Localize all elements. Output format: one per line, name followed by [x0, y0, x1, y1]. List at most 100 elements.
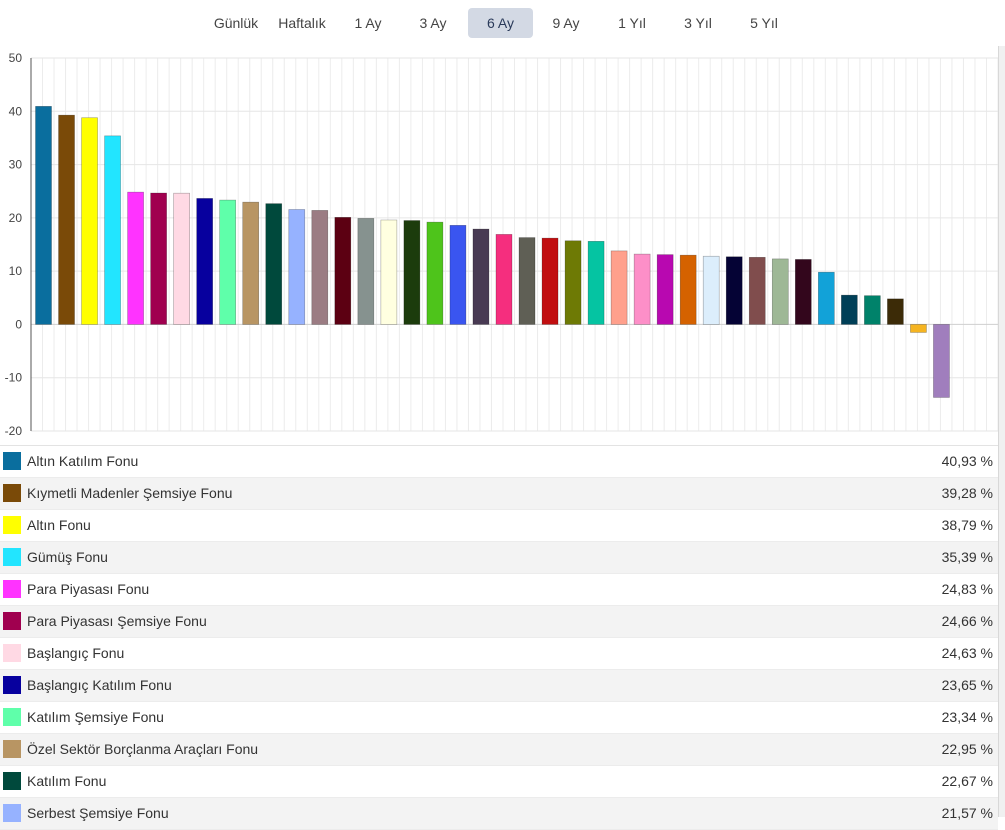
tab-1-month[interactable]: 1 Ay [354, 15, 382, 31]
tab-9-months[interactable]: 9 Ay [552, 15, 580, 31]
bar [541, 237, 559, 325]
tab-1-year[interactable]: 1 Yıl [618, 15, 646, 31]
fund-legend: Altın Katılım Fonu 40,93 % Kıymetli Maden… [0, 445, 998, 830]
legend-row[interactable]: Altın Fonu 38,79 % [0, 510, 998, 542]
legend-row[interactable]: Katılım Fonu 22,67 % [0, 766, 998, 798]
legend-row[interactable]: Para Piyasası Şemsiye Fonu 24,66 % [0, 606, 998, 638]
fund-return: 24,66 % [941, 613, 993, 629]
bar [864, 295, 881, 325]
bar [679, 254, 697, 325]
fund-return: 23,65 % [941, 677, 993, 693]
fund-name: Katılım Fonu [27, 773, 107, 789]
bar [196, 198, 213, 325]
bar [35, 106, 52, 325]
fund-return: 38,79 % [941, 517, 993, 533]
legend-row[interactable]: Başlangıç Fonu 24,63 % [0, 638, 998, 670]
legend-swatch [3, 484, 21, 502]
legend-swatch [3, 548, 21, 566]
bar [887, 298, 904, 325]
fund-return: 40,93 % [941, 453, 993, 469]
tab-5-years[interactable]: 5 Yıl [750, 15, 778, 31]
legend-row[interactable]: Katılım Şemsiye Fonu 23,34 % [0, 702, 998, 734]
bar [656, 254, 674, 325]
bar [748, 256, 766, 325]
fund-name: Serbest Şemsiye Fonu [27, 805, 169, 821]
bar [288, 209, 306, 325]
fund-return: 24,83 % [941, 581, 993, 597]
bar [910, 324, 927, 333]
tab-daily[interactable]: Günlük [213, 15, 259, 31]
bar [518, 237, 536, 325]
tab-weekly[interactable]: Haftalık [278, 15, 326, 31]
fund-return: 23,34 % [941, 709, 993, 725]
legend-row[interactable]: Serbest Şemsiye Fonu 21,57 % [0, 798, 998, 830]
bar [357, 218, 375, 325]
legend-swatch [3, 612, 21, 630]
legend-swatch [3, 740, 21, 758]
legend-row[interactable]: Para Piyasası Fonu 24,83 % [0, 574, 998, 606]
legend-swatch [3, 804, 21, 822]
bar [150, 192, 167, 325]
fund-name: Para Piyasası Şemsiye Fonu [27, 613, 207, 629]
y-tick-label: -10 [5, 371, 23, 385]
period-tabs: Günlük Haftalık 1 Ay 3 Ay 6 Ay 9 Ay 1 Yı… [0, 0, 1005, 46]
legend-swatch [3, 644, 21, 662]
fund-return: 21,57 % [941, 805, 993, 821]
bar [311, 210, 329, 325]
legend-row[interactable]: Kıymetli Madenler Şemsiye Fonu 39,28 % [0, 478, 998, 510]
legend-row[interactable]: Gümüş Fonu 35,39 % [0, 542, 998, 574]
bar [495, 234, 513, 325]
fund-name: Başlangıç Katılım Fonu [27, 677, 172, 693]
tab-6-months[interactable]: 6 Ay [468, 8, 533, 38]
bar [242, 201, 260, 325]
y-tick-label: 10 [9, 264, 23, 278]
bar [472, 228, 490, 325]
y-tick-label: 40 [9, 104, 23, 118]
bar [587, 241, 605, 325]
fund-name: Katılım Şemsiye Fonu [27, 709, 164, 725]
bar [104, 135, 121, 325]
returns-bar-chart: 50 40 30 20 10 0 -10 -20 [5, 51, 998, 438]
y-tick-label: 0 [15, 317, 22, 331]
legend-swatch [3, 516, 21, 534]
legend-row[interactable]: Başlangıç Katılım Fonu 23,65 % [0, 670, 998, 702]
bar [771, 258, 789, 325]
bar [127, 191, 144, 325]
fund-name: Gümüş Fonu [27, 549, 108, 565]
fund-name: Para Piyasası Fonu [27, 581, 150, 597]
fund-name: Altın Fonu [27, 517, 91, 533]
y-tick-label: 30 [9, 158, 23, 172]
fund-name: Özel Sektör Borçlanma Araçları Fonu [27, 741, 259, 757]
legend-swatch [3, 676, 21, 694]
bar [403, 220, 421, 325]
bar [58, 114, 75, 325]
bar [933, 324, 950, 398]
bar [794, 259, 812, 325]
tab-3-years[interactable]: 3 Yıl [684, 15, 712, 31]
legend-swatch [3, 708, 21, 726]
bar [725, 256, 743, 325]
bar [564, 240, 582, 325]
tab-3-months[interactable]: 3 Ay [419, 15, 447, 31]
bar [818, 271, 835, 325]
bar [334, 217, 352, 325]
y-tick-label: -20 [5, 424, 23, 438]
legend-row[interactable]: Altın Katılım Fonu 40,93 % [0, 446, 998, 478]
bar [610, 250, 628, 325]
scrollbar-track[interactable] [998, 46, 1005, 817]
bar [173, 192, 190, 325]
bar [265, 203, 283, 325]
fund-return: 22,95 % [941, 741, 993, 757]
fund-name: Başlangıç Fonu [27, 645, 125, 661]
bar [702, 255, 720, 325]
bar [841, 294, 858, 325]
legend-row[interactable]: Özel Sektör Borçlanma Araçları Fonu 22,95… [0, 734, 998, 766]
y-tick-label: 50 [9, 51, 23, 65]
bar [219, 199, 237, 325]
bar [633, 253, 651, 325]
fund-return: 22,67 % [941, 773, 993, 789]
legend-swatch [3, 452, 21, 470]
bar [449, 225, 467, 325]
legend-swatch [3, 772, 21, 790]
bar [380, 219, 398, 325]
